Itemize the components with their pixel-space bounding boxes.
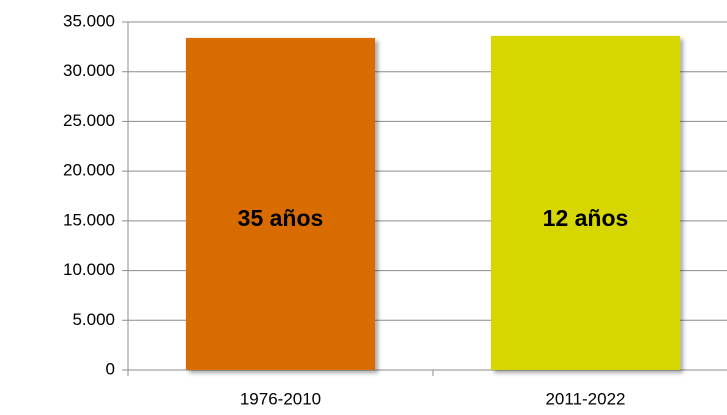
y-tick-label: 0	[106, 359, 115, 378]
y-tick-label: 30.000	[63, 61, 115, 80]
x-tick-label: 1976-2010	[240, 389, 321, 408]
bar	[490, 35, 681, 371]
bar	[185, 37, 376, 371]
bar-annotation: 35 años	[238, 205, 324, 231]
y-tick-label: 15.000	[63, 210, 115, 229]
y-tick-label: 20.000	[63, 161, 115, 180]
bar-annotation: 12 años	[543, 205, 629, 231]
y-tick-label: 25.000	[63, 111, 115, 130]
y-tick-label: 10.000	[63, 260, 115, 279]
x-tick-label: 2011-2022	[545, 389, 625, 408]
y-tick-label: 5.000	[72, 310, 115, 329]
y-tick-label: 35.000	[63, 11, 115, 30]
